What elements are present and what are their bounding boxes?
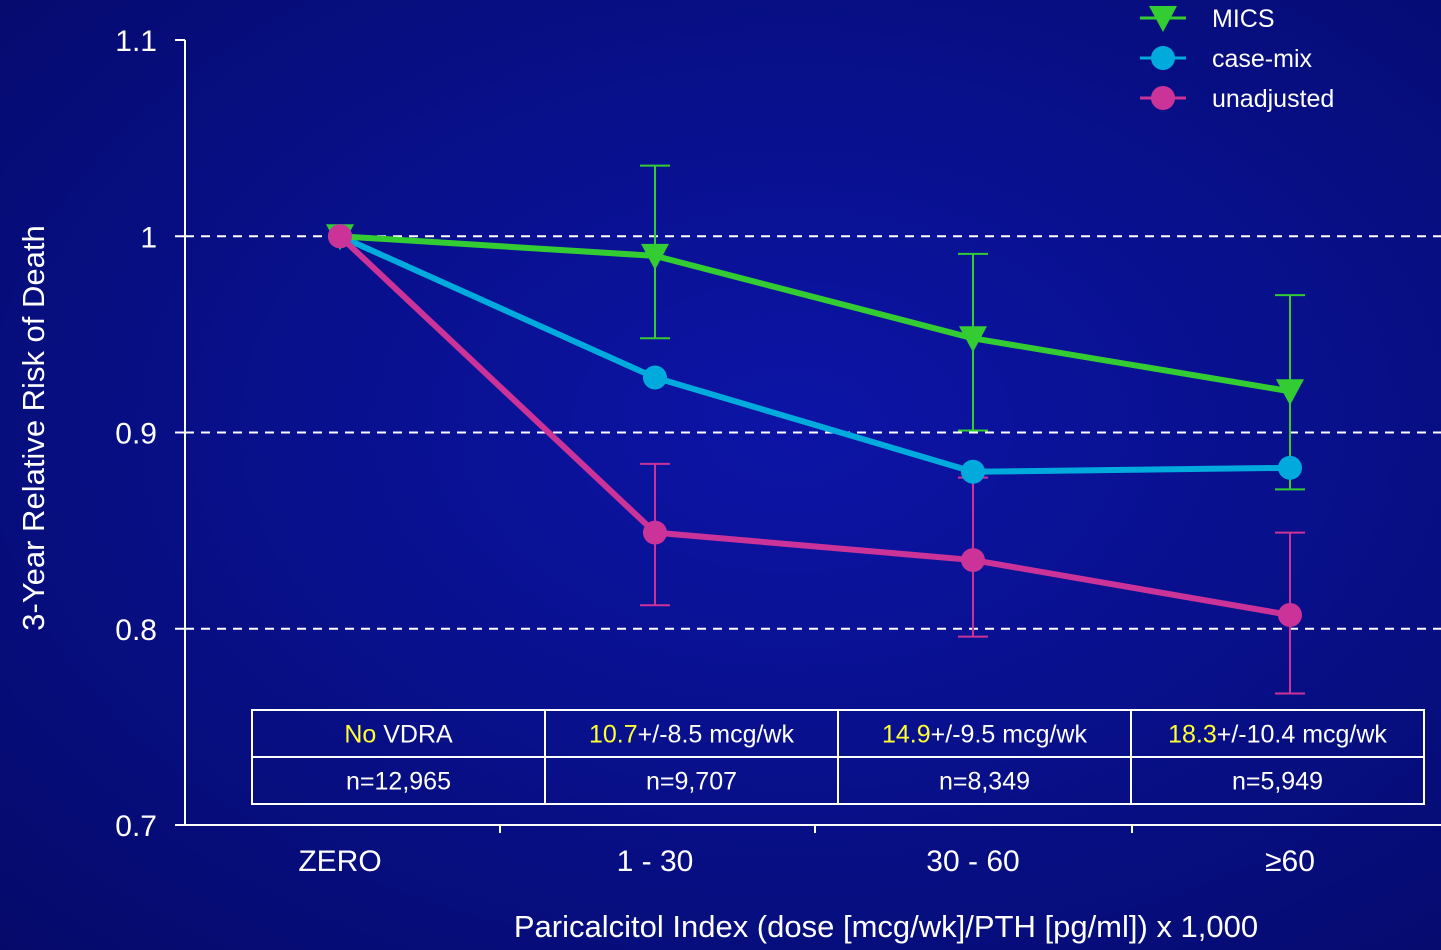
x-axis-title: Paricalcitol Index (dose [mcg/wk]/PTH [p… — [514, 909, 1258, 944]
series-lines — [337, 233, 1291, 618]
data-point-mics — [1276, 379, 1304, 406]
legend-marker — [1149, 6, 1177, 32]
x-tick-label: ≥60 — [1265, 845, 1315, 878]
table-cell: n=8,349 — [939, 768, 1030, 796]
data-point-unadjusted — [643, 520, 667, 545]
table-cell-text: n=8,349 — [939, 768, 1030, 796]
data-point-unadjusted — [1278, 603, 1302, 628]
table-cell-text: +/-9.5 mcg/wk — [931, 721, 1088, 749]
table-cell: n=9,707 — [646, 768, 737, 796]
series-markers — [326, 224, 1304, 628]
table-cell-text: +/-8.5 mcg/wk — [638, 721, 795, 749]
series-line-mics — [339, 233, 1291, 395]
y-tick-label: 0.7 — [115, 810, 157, 843]
table-cell: n=12,965 — [346, 768, 451, 796]
table-cell-text: n=5,949 — [1232, 768, 1323, 796]
data-point-case-mix — [1278, 455, 1302, 480]
table-cell-text: n=9,707 — [646, 768, 737, 796]
legend-label: case-mix — [1212, 45, 1313, 73]
y-tick-label: 1 — [140, 221, 157, 254]
legend-marker — [1151, 46, 1175, 70]
y-axis-title: 3-Year Relative Risk of Death — [16, 225, 51, 631]
table-cell: n=5,949 — [1232, 768, 1323, 796]
data-point-mics — [959, 326, 987, 353]
table-cell: 18.3+/-10.4 mcg/wk — [1168, 721, 1387, 749]
table-cell: 10.7+/-8.5 mcg/wk — [589, 721, 794, 749]
x-tick-label: 30 - 60 — [926, 845, 1019, 878]
grid-lines — [185, 235, 1441, 630]
table-cell: No VDRA — [344, 721, 453, 749]
data-point-case-mix — [643, 365, 667, 390]
data-point-case-mix — [961, 459, 985, 484]
error-bars — [640, 164, 1305, 695]
table-cell-highlight: 14.9 — [882, 721, 931, 749]
table-cell: 14.9+/-9.5 mcg/wk — [882, 721, 1087, 749]
x-tick-label: ZERO — [298, 845, 381, 878]
y-tick-label: 0.9 — [115, 418, 157, 451]
x-tick-label: 1 - 30 — [617, 845, 694, 878]
table-cell-highlight: 10.7 — [589, 721, 638, 749]
data-point-mics — [641, 243, 669, 270]
data-point-unadjusted — [328, 224, 352, 249]
table-cell-highlight: 18.3 — [1168, 721, 1217, 749]
table-cell-highlight: No — [344, 721, 376, 749]
table-cell-text: VDRA — [376, 721, 453, 749]
dose-table: No VDRA 10.7+/-8.5 mcg/wk 14.9+/-9.5 mcg/w… — [251, 709, 1425, 805]
table-cell-text: +/-10.4 mcg/wk — [1217, 721, 1388, 749]
y-tick-label: 0.8 — [115, 614, 157, 647]
legend: MICS case-mix unadjusted — [1140, 5, 1334, 113]
table-cell-text: n=12,965 — [346, 768, 451, 796]
series-line-unadjusted — [337, 234, 1291, 618]
legend-marker — [1151, 86, 1175, 110]
series-line-case-mix — [338, 233, 1291, 475]
legend-label: MICS — [1212, 5, 1275, 33]
axes: 0.7 0.8 0.9 1 1.1 ZERO 1 - 30 30 - 60 ≥60 — [115, 25, 1441, 878]
y-tick-label: 1.1 — [115, 25, 157, 58]
legend-label: unadjusted — [1212, 85, 1334, 113]
data-point-unadjusted — [961, 548, 985, 573]
